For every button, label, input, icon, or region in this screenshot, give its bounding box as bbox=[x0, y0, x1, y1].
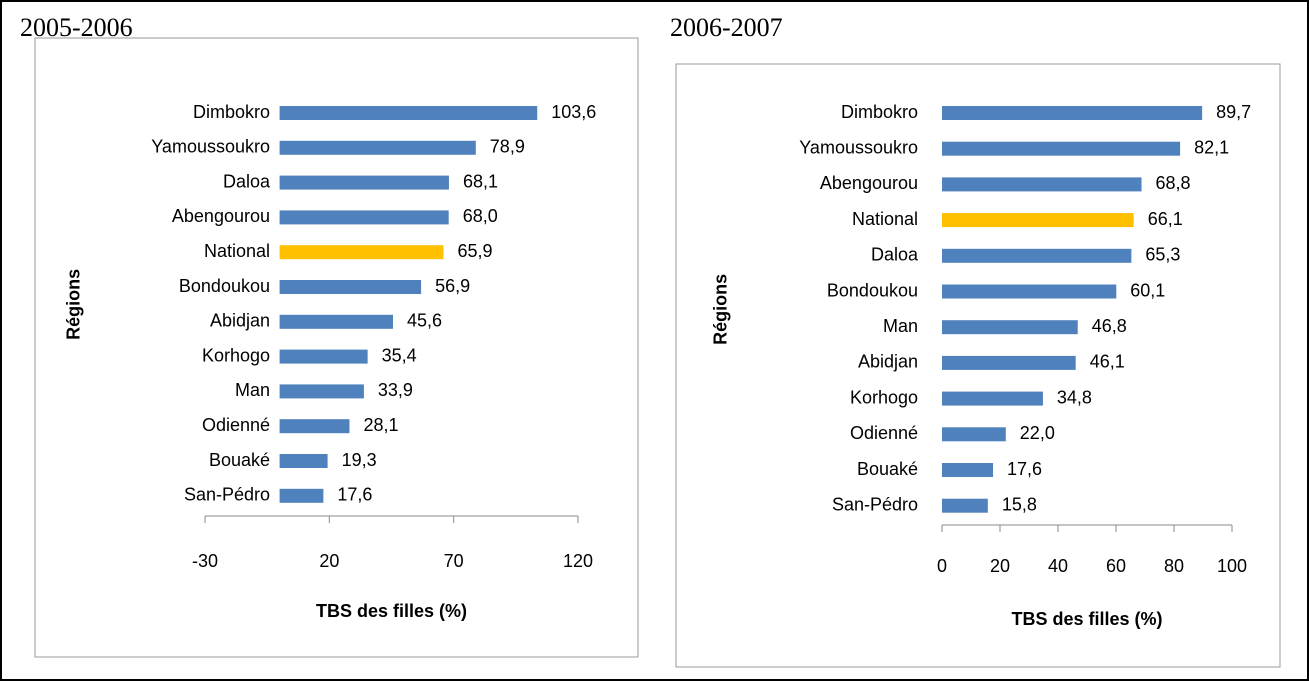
bar bbox=[279, 419, 350, 434]
value-label: 35,4 bbox=[382, 345, 417, 365]
value-label: 34,8 bbox=[1057, 387, 1092, 407]
y-tick-label: Yamoussoukro bbox=[151, 137, 270, 157]
y-tick-label: Bouaké bbox=[857, 459, 918, 479]
value-label: 17,6 bbox=[1007, 459, 1042, 479]
value-label: 65,3 bbox=[1145, 245, 1180, 265]
y-tick-label: Abengourou bbox=[172, 206, 270, 226]
y-tick-label: Bondoukou bbox=[179, 276, 270, 296]
bar bbox=[279, 140, 476, 155]
bar bbox=[942, 213, 1134, 228]
x-tick-label: 60 bbox=[1106, 556, 1126, 576]
chart-frame bbox=[34, 37, 639, 658]
y-axis-label: Régions bbox=[64, 269, 84, 340]
value-label: 17,6 bbox=[337, 485, 372, 505]
x-tick-label: 70 bbox=[444, 551, 464, 571]
value-label: 82,1 bbox=[1194, 137, 1229, 157]
value-label: 15,8 bbox=[1002, 494, 1037, 514]
value-label: 28,1 bbox=[363, 415, 398, 435]
value-label: 46,1 bbox=[1090, 352, 1125, 372]
bar bbox=[942, 320, 1078, 335]
bar bbox=[279, 384, 364, 399]
x-tick-label: 20 bbox=[990, 556, 1010, 576]
x-tick-label: 100 bbox=[1217, 556, 1247, 576]
bar bbox=[279, 280, 422, 294]
bar bbox=[942, 106, 1203, 120]
bar bbox=[942, 427, 1006, 442]
x-tick-label: 20 bbox=[319, 551, 339, 571]
bar bbox=[279, 210, 449, 225]
chart-frame bbox=[675, 63, 1281, 668]
y-tick-label: Korhogo bbox=[850, 387, 918, 407]
bar bbox=[279, 314, 393, 329]
bar bbox=[942, 498, 988, 513]
value-label: 65,9 bbox=[457, 241, 492, 261]
y-tick-label: Odienné bbox=[850, 423, 918, 443]
bar bbox=[279, 349, 368, 364]
y-tick-label: Bouaké bbox=[209, 450, 270, 470]
value-label: 68,0 bbox=[463, 206, 498, 226]
bar bbox=[942, 248, 1132, 263]
value-label: 33,9 bbox=[378, 380, 413, 400]
y-tick-label: Abidjan bbox=[210, 311, 270, 331]
value-label: 46,8 bbox=[1092, 316, 1127, 336]
bar bbox=[942, 463, 994, 477]
x-tick-label: 40 bbox=[1048, 556, 1068, 576]
x-tick-label: 80 bbox=[1164, 556, 1184, 576]
value-label: 89,7 bbox=[1216, 102, 1251, 122]
y-tick-label: Korhogo bbox=[202, 345, 270, 365]
bar bbox=[279, 106, 538, 120]
value-label: 68,1 bbox=[463, 171, 498, 191]
y-tick-label: Bondoukou bbox=[827, 280, 918, 300]
x-tick-label: 0 bbox=[937, 556, 947, 576]
bar bbox=[942, 355, 1076, 370]
bar bbox=[942, 141, 1181, 156]
y-tick-label: Dimbokro bbox=[193, 102, 270, 122]
bar bbox=[279, 488, 324, 503]
bar bbox=[279, 175, 449, 190]
y-tick-label: Man bbox=[883, 316, 918, 336]
y-axis-label: Régions bbox=[711, 274, 731, 345]
bar bbox=[279, 245, 444, 260]
y-tick-label: National bbox=[852, 209, 918, 229]
x-axis-label: TBS des filles (%) bbox=[316, 601, 467, 621]
bar bbox=[942, 391, 1043, 406]
value-label: 19,3 bbox=[342, 450, 377, 470]
y-tick-label: Daloa bbox=[871, 245, 919, 265]
value-label: 22,0 bbox=[1020, 423, 1055, 443]
x-axis-label: TBS des filles (%) bbox=[1011, 609, 1162, 629]
value-label: 103,6 bbox=[551, 102, 596, 122]
y-tick-label: Odienné bbox=[202, 415, 270, 435]
y-tick-label: San-Pédro bbox=[184, 485, 270, 505]
y-tick-label: Abidjan bbox=[858, 352, 918, 372]
chart-title: 2006-2007 bbox=[670, 13, 783, 42]
chart-title: 2005-2006 bbox=[20, 13, 133, 42]
y-tick-label: National bbox=[204, 241, 270, 261]
y-tick-label: Daloa bbox=[223, 171, 271, 191]
y-tick-label: Yamoussoukro bbox=[799, 137, 918, 157]
value-label: 78,9 bbox=[490, 137, 525, 157]
y-tick-label: Dimbokro bbox=[841, 102, 918, 122]
value-label: 66,1 bbox=[1148, 209, 1183, 229]
y-tick-label: San-Pédro bbox=[832, 494, 918, 514]
bar bbox=[942, 284, 1117, 299]
value-label: 45,6 bbox=[407, 311, 442, 331]
bar bbox=[942, 177, 1142, 192]
value-label: 56,9 bbox=[435, 276, 470, 296]
bar bbox=[279, 454, 328, 468]
y-tick-label: Abengourou bbox=[820, 173, 918, 193]
x-tick-label: -30 bbox=[192, 551, 218, 571]
value-label: 60,1 bbox=[1130, 280, 1165, 300]
value-label: 68,8 bbox=[1156, 173, 1191, 193]
y-tick-label: Man bbox=[235, 380, 270, 400]
x-tick-label: 120 bbox=[563, 551, 593, 571]
